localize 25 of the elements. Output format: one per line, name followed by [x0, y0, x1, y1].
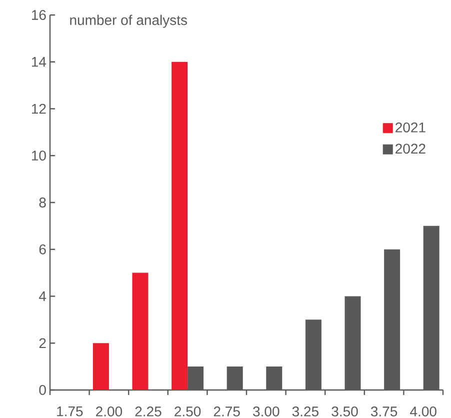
x-tick-label: 2.75: [214, 406, 240, 416]
x-tick-label: 3.75: [370, 406, 398, 416]
y-tick-label: 14: [32, 57, 46, 67]
y-tick-label: 0: [39, 385, 46, 395]
x-tick-label: 2.25: [135, 406, 162, 416]
bar: [92, 343, 109, 390]
x-tick-label: 3.25: [292, 406, 318, 416]
x-tick-label: 2.50: [174, 406, 201, 416]
x-tick-label: 4.00: [410, 406, 436, 416]
bar: [172, 62, 188, 390]
legend-label: 2022: [396, 144, 426, 154]
y-tick-label: 6: [39, 244, 46, 254]
y-tick-label: 10: [32, 150, 46, 161]
legend-label: 2021: [396, 122, 426, 132]
y-axis-title: number of analysts: [70, 14, 187, 28]
y-tick-label: 16: [32, 10, 46, 20]
y-tick-label: 2: [39, 338, 46, 348]
x-tick-label: 3.50: [332, 406, 358, 416]
bar: [132, 272, 148, 390]
x-tick-label: 3.00: [253, 406, 280, 416]
y-tick-label: 4: [39, 291, 46, 302]
y-tick-label: 12: [32, 104, 46, 114]
x-tick-label: 2.00: [96, 406, 122, 416]
y-tick-label: 8: [39, 198, 46, 208]
x-tick-label: 1.75: [57, 406, 83, 416]
